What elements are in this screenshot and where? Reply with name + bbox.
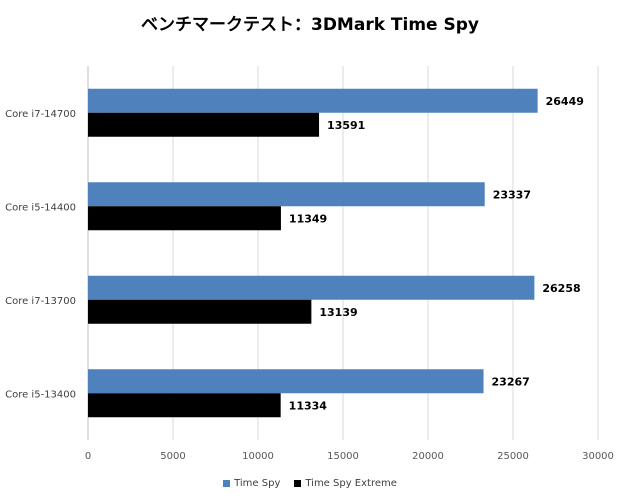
bar [88,369,484,394]
data-label: 23267 [492,375,530,388]
x-tick-label: 5000 [160,451,185,462]
data-label: 26449 [546,95,584,108]
data-label: 13591 [327,119,365,132]
category-label: Core i5-14400 [5,202,76,213]
bar [88,393,281,418]
legend-swatch [223,480,231,487]
legend-label: Time Spy Extreme [305,478,397,489]
bar [88,88,538,113]
x-tick-label: 25000 [497,451,529,462]
data-label: 23337 [493,188,531,201]
category-label: Core i5-13400 [5,389,76,400]
legend-item: Time Spy [223,478,280,489]
bar [88,112,320,137]
data-label: 13139 [319,306,357,319]
data-label: 11334 [289,399,328,412]
bar [88,206,281,231]
x-tick-label: 10000 [242,451,274,462]
x-tick-label: 20000 [412,451,444,462]
legend-label: Time Spy [234,478,281,489]
category-label: Core i7-13700 [5,296,76,307]
data-label: 11349 [289,212,327,225]
legend-swatch [294,480,302,487]
category-label: Core i7-14700 [5,109,76,120]
data-label: 26258 [542,282,580,295]
bar [88,182,485,207]
legend: Time Spy Time Spy Extreme [0,478,620,489]
chart-title: ベンチマークテスト：3DMark Time Spy [140,15,480,35]
x-tick-label: 0 [85,451,91,462]
legend-item: Time Spy Extreme [294,478,397,489]
bar [88,299,312,324]
x-tick-label: 15000 [327,451,359,462]
x-tick-label: 30000 [582,451,614,462]
bar [88,275,535,300]
